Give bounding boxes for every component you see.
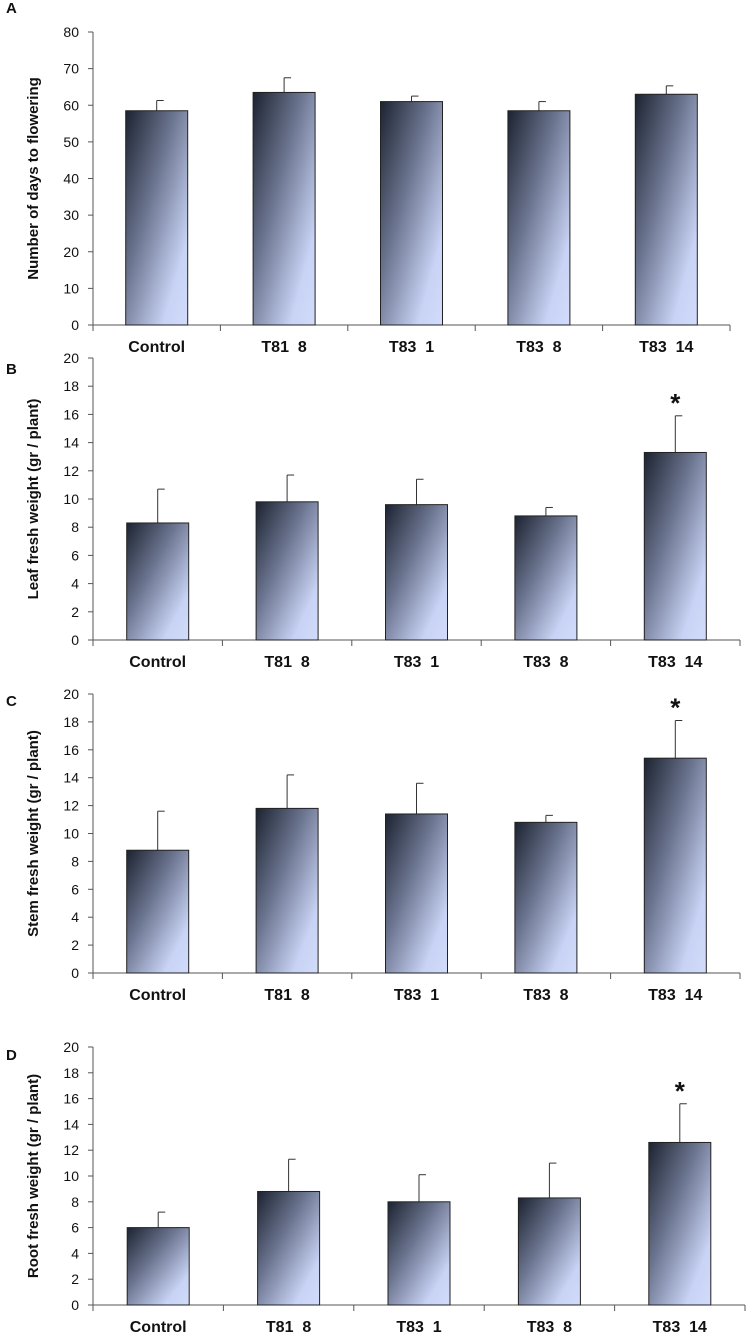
y-tick-label: 6 [71, 547, 79, 563]
x-category-label: T83 14 [648, 987, 702, 1004]
y-tick-label: 8 [71, 853, 79, 869]
y-tick-label: 10 [63, 280, 79, 296]
y-tick-label: 12 [63, 1142, 79, 1158]
chart-panel-b: B 0 2 4 6 8 10 12 14 16 18 20 Control T81 8 T83 1 T83 8… [6, 350, 741, 671]
y-tick-label: 40 [63, 171, 79, 187]
y-tick-label: 18 [63, 714, 79, 730]
y-tick-label: 10 [63, 491, 79, 507]
y-tick-label: 14 [63, 435, 79, 451]
bar-b-4 [643, 451, 707, 641]
y-tick-label: 0 [71, 632, 79, 648]
bar-c-1 [255, 807, 319, 974]
panel-letter: A [6, 0, 17, 17]
x-category-label: Control [129, 987, 186, 1004]
y-tick-label: 0 [71, 317, 79, 333]
x-category-label: T83 1 [396, 1319, 441, 1336]
panel-letter: D [6, 1047, 17, 1064]
y-tick-label: 2 [71, 1271, 79, 1287]
bar-a-4 [634, 93, 698, 326]
y-tick-label: 14 [63, 770, 79, 786]
bar-b-2 [385, 504, 448, 641]
x-category-label: T83 14 [653, 1319, 707, 1336]
x-category-label: T83 8 [527, 1319, 572, 1336]
bar-c-3 [514, 821, 578, 974]
y-tick-label: 8 [71, 1194, 79, 1210]
x-category-label: T83 8 [523, 654, 568, 671]
bar-d-0 [126, 1227, 190, 1306]
y-tick-label: 2 [71, 937, 79, 953]
y-tick-label: 18 [63, 1065, 79, 1081]
y-tick-label: 20 [63, 1039, 79, 1055]
bar-a-0 [125, 110, 189, 326]
bar-a-1 [252, 91, 316, 326]
bar-d-4 [648, 1141, 712, 1306]
bar-b-3 [514, 515, 578, 641]
x-category-label: T83 8 [516, 339, 561, 356]
y-tick-label: 16 [63, 406, 79, 422]
x-category-label: T83 1 [394, 654, 439, 671]
x-category-label: Control [128, 339, 185, 356]
significance-marker: * [675, 1076, 686, 1106]
x-category-label: T81 8 [266, 1319, 311, 1336]
y-tick-label: 12 [63, 798, 79, 814]
x-category-label: T81 8 [261, 339, 306, 356]
chart-panel-a: A 0 10 20 30 40 50 60 70 80 Control T81 8 T83 1 T83 8… [6, 0, 731, 356]
bar-a-2 [380, 101, 443, 326]
y-tick-label: 20 [63, 686, 79, 702]
chart-panel-d: D 0 2 4 6 8 10 12 14 16 18 20 Control T81 8 T83 1 T83 8… [6, 1039, 746, 1336]
bar-b-1 [255, 501, 319, 641]
y-axis-title: Root fresh weight (gr / plant) [25, 1074, 42, 1278]
y-tick-label: 8 [71, 519, 79, 535]
y-tick-label: 4 [71, 576, 79, 592]
y-axis-title: Stem fresh weight (gr / plant) [25, 730, 42, 937]
significance-marker: * [670, 388, 681, 418]
y-axis-title: Leaf fresh weight (gr / plant) [25, 399, 42, 600]
y-tick-label: 30 [63, 207, 79, 223]
y-tick-label: 16 [63, 742, 79, 758]
x-category-label: T81 8 [264, 987, 309, 1004]
x-category-label: T83 14 [648, 654, 702, 671]
y-tick-label: 2 [71, 604, 79, 620]
y-tick-label: 70 [63, 61, 79, 77]
y-tick-label: 18 [63, 378, 79, 394]
y-tick-label: 80 [63, 24, 79, 40]
y-tick-label: 50 [63, 134, 79, 150]
y-tick-label: 6 [71, 881, 79, 897]
y-tick-label: 10 [63, 826, 79, 842]
y-tick-label: 20 [63, 244, 79, 260]
y-tick-label: 16 [63, 1091, 79, 1107]
bar-b-0 [126, 522, 190, 641]
y-tick-label: 20 [63, 350, 79, 366]
x-category-label: T83 14 [639, 339, 693, 356]
x-category-label: Control [129, 654, 186, 671]
x-category-label: T83 1 [394, 987, 439, 1004]
bar-d-1 [257, 1190, 321, 1306]
x-category-label: T83 1 [389, 339, 434, 356]
bar-c-4 [643, 757, 707, 974]
bar-d-2 [387, 1201, 451, 1306]
y-tick-label: 4 [71, 909, 79, 925]
y-tick-label: 6 [71, 1220, 79, 1236]
y-tick-label: 0 [71, 1297, 79, 1313]
bar-c-0 [126, 849, 190, 974]
significance-marker: * [670, 693, 681, 723]
panel-letter: C [6, 693, 17, 710]
y-tick-label: 12 [63, 463, 79, 479]
y-axis-title: Number of days to flowering [25, 77, 42, 280]
chart-panel-c: C 0 2 4 6 8 10 12 14 16 18 20 Control T81 8 T83 1 T83 8… [6, 686, 741, 1004]
x-category-label: T81 8 [264, 654, 309, 671]
bar-d-3 [517, 1197, 581, 1306]
x-category-label: T83 8 [523, 987, 568, 1004]
panel-letter: B [6, 361, 17, 378]
bar-a-3 [507, 110, 571, 326]
y-tick-label: 4 [71, 1245, 79, 1261]
y-tick-label: 10 [63, 1168, 79, 1184]
x-category-label: Control [130, 1319, 187, 1336]
y-tick-label: 0 [71, 965, 79, 981]
y-tick-label: 60 [63, 97, 79, 113]
y-tick-label: 14 [63, 1116, 79, 1132]
bar-c-2 [385, 813, 448, 974]
